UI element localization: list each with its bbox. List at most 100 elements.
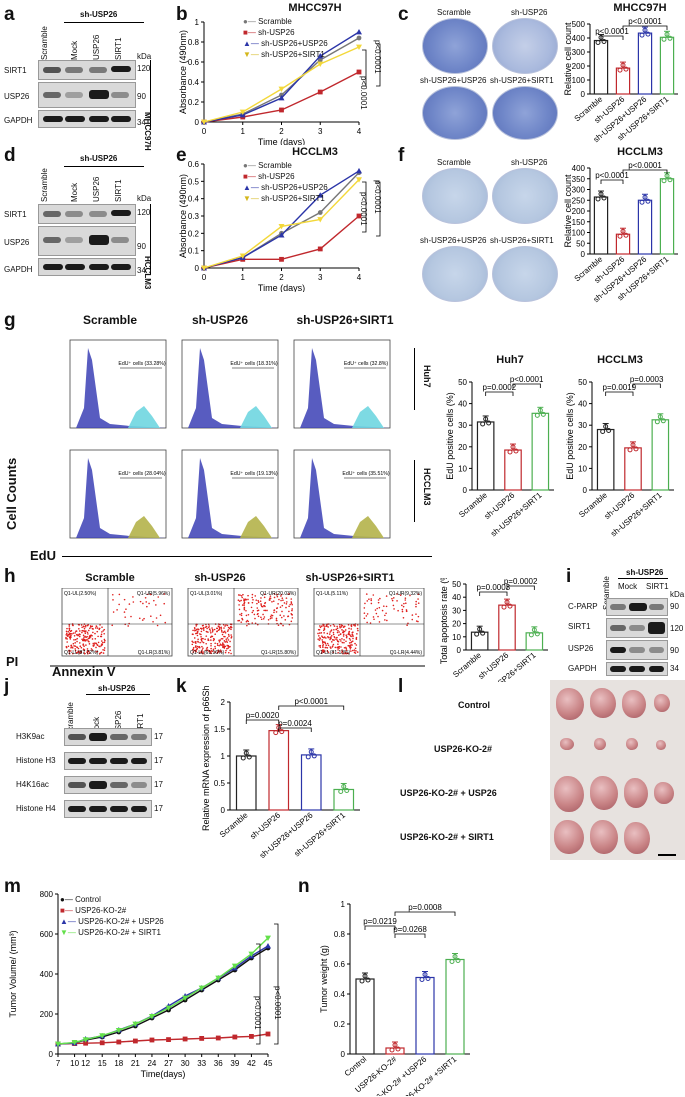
cell-dot [79, 642, 81, 644]
cell-dot [82, 639, 85, 642]
cell-dot [201, 649, 204, 651]
scatter-frame [313, 588, 425, 657]
cell-dot [142, 602, 144, 605]
sig-bracket [362, 181, 367, 233]
cell-dot [226, 630, 229, 632]
cell-dot [344, 651, 346, 654]
cell-dot [88, 652, 91, 654]
cell-dot [92, 644, 95, 647]
data-point [389, 1047, 395, 1053]
panel-letter-b: b [176, 4, 188, 25]
cell-dot [196, 645, 199, 648]
legend-m: ●— Control ■— USP26-KO-2# ▲— USP26-KO-2#… [60, 894, 164, 938]
cell-dot [240, 595, 243, 597]
cell-dot [222, 643, 224, 645]
cell-dot [210, 631, 212, 634]
row-label: USP26-KO-2# + SIRT1 [400, 832, 494, 842]
series-line [57, 945, 269, 1045]
y-tick-label: 0 [463, 486, 468, 495]
cell-dot [84, 624, 87, 627]
edu-histograms: EdU⁺ cells (33.28%) EdU⁺ cells (18.31%) Ed… [69, 339, 391, 539]
bar-chart-h: 01020304050Scramblesh-USP26sh-USP26+SIRT… [439, 578, 548, 682]
data-point [483, 416, 489, 422]
cell-dot [218, 641, 221, 643]
cell-dot [103, 647, 106, 649]
lane-label: Mock [70, 40, 79, 60]
cell-dot [224, 635, 226, 638]
x-tick-label: 45 [264, 1059, 273, 1068]
cell-dot [269, 595, 272, 597]
cell-dot [343, 630, 346, 633]
panel-letter-a: a [4, 4, 15, 25]
bar [525, 632, 544, 651]
cell-dot [281, 610, 283, 613]
data-point [55, 1041, 61, 1047]
row-label: SIRT1 [4, 210, 27, 219]
western-blot-d: sh-USP26 Scramble Mock USP26 SIRT1 kDa S… [0, 142, 170, 289]
cell-dot [272, 600, 275, 602]
dish-label: Scramble [437, 158, 471, 167]
cell-dot [402, 616, 405, 619]
cell-dot [81, 631, 83, 634]
cell-dot [211, 631, 214, 633]
quadrant-label: Q1-LR(15.80%) [261, 650, 296, 656]
cell-dot [86, 624, 89, 627]
y-tick-label: 0.6 [188, 160, 200, 169]
x-tick-label: sh-USP26+SIRT1 [609, 490, 664, 538]
lane-label: Scramble [40, 26, 49, 60]
cell-dot [350, 650, 352, 652]
cell-dot [330, 635, 333, 637]
cell-dot [415, 620, 418, 622]
gate-label: EdU⁺ cells (33.28%) [118, 361, 165, 367]
cell-dot [210, 647, 212, 650]
cell-dot [213, 628, 216, 631]
cell-dot [71, 633, 73, 635]
cell-dot [355, 638, 358, 641]
cell-dot [216, 644, 219, 647]
pval-label: p<0.0001 [373, 40, 382, 74]
cell-dot [69, 633, 72, 635]
cell-dot [215, 627, 218, 630]
cell-dot [220, 626, 223, 629]
data-point [248, 951, 255, 957]
cell-dot [271, 614, 274, 617]
cell-dot [287, 615, 289, 618]
legend-item: ▲— sh-USP26+USP26 [243, 183, 328, 192]
y-axis-label: Tumor Volume/ (mm³) [8, 930, 18, 1017]
cell-dot [197, 641, 200, 643]
cell-dot [149, 593, 152, 596]
legend-item: ●— Control [60, 895, 101, 904]
cell-dot [104, 639, 106, 642]
cell-dot [255, 599, 258, 601]
data-point [620, 62, 626, 68]
cell-dot [68, 652, 71, 655]
cell-dot [221, 631, 223, 633]
cell-dot [396, 600, 398, 602]
data-point [201, 265, 207, 271]
cell-dot [132, 601, 135, 603]
cell-dot [207, 638, 209, 640]
pval-label: p=0.0002 [504, 578, 538, 586]
cell-dot [196, 632, 199, 634]
bar [268, 730, 290, 811]
data-point [341, 783, 347, 789]
cell-dot [333, 639, 335, 641]
y-tick-label: 0.2 [334, 1020, 346, 1029]
cell-dot [290, 598, 293, 600]
data-point [623, 232, 629, 238]
data-point [278, 232, 285, 238]
data-point [537, 407, 543, 413]
cell-dot [86, 639, 88, 641]
cell-dot [82, 634, 85, 637]
colony-dish [422, 18, 488, 74]
cell-dot [145, 601, 148, 603]
cell-dot [241, 617, 243, 620]
cell-dot [415, 600, 417, 603]
dish-label: sh-USP26 [511, 158, 548, 167]
cell-dot [273, 593, 276, 595]
data-point [642, 194, 648, 200]
column-title: Scramble [82, 313, 138, 327]
data-point [480, 630, 486, 636]
cell-dot [256, 609, 259, 612]
data-point [633, 446, 639, 452]
